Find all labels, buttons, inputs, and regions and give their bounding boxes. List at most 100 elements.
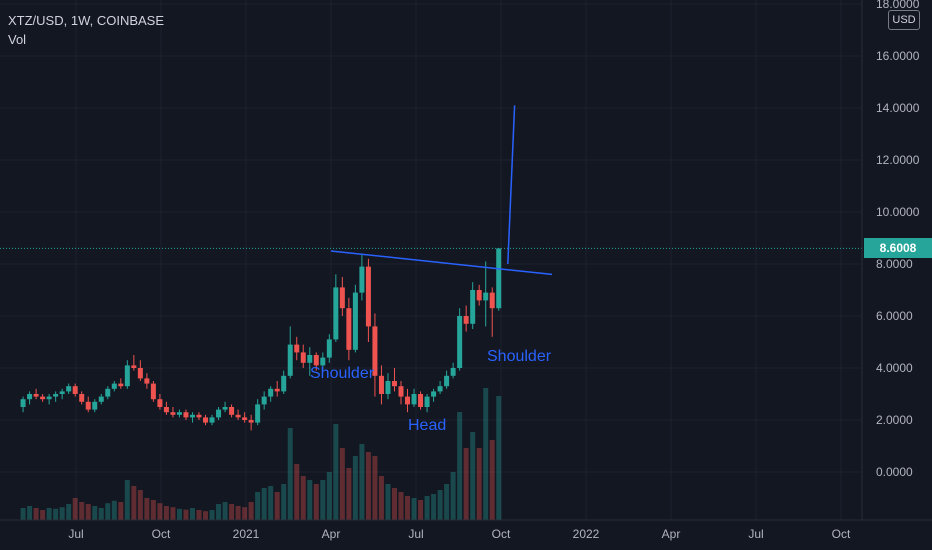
volume-bar — [476, 448, 482, 520]
volume-bar — [359, 444, 365, 520]
candle-body — [307, 355, 313, 363]
candle-body — [98, 396, 104, 402]
volume-bar — [274, 492, 280, 520]
candle-body — [463, 316, 469, 324]
volume-bar — [385, 484, 391, 520]
volume-bar — [144, 498, 150, 520]
candle-body — [339, 287, 345, 309]
candlesticks — [20, 248, 502, 431]
candle-body — [209, 417, 215, 423]
volume-bar — [352, 456, 358, 520]
volume-bar — [320, 480, 326, 520]
volume-bar — [470, 432, 476, 520]
volume-bar — [242, 507, 248, 520]
candle-body — [157, 399, 163, 407]
candle-body — [137, 368, 143, 379]
candle-body — [444, 375, 450, 387]
candle-body — [391, 381, 397, 387]
volume-bar — [59, 507, 65, 520]
candle-body — [268, 388, 274, 397]
volume-bar — [489, 440, 495, 520]
candle-body — [40, 396, 46, 400]
volume-bar — [450, 472, 456, 520]
candle-body — [346, 308, 352, 350]
time-tick-label: 2021 — [233, 527, 260, 541]
candle-body — [450, 368, 456, 376]
time-tick-label: Jul — [748, 527, 763, 541]
volume-bar — [268, 486, 274, 520]
volume-bar — [463, 448, 469, 520]
volume-bar — [287, 428, 293, 520]
candle-body — [216, 409, 222, 418]
volume-bar — [424, 496, 430, 520]
volume-bar — [281, 484, 287, 520]
candle-body — [372, 326, 378, 376]
candle-body — [255, 404, 261, 423]
candle-body — [176, 412, 182, 415]
volume-bar — [300, 476, 306, 520]
volume-bar — [294, 464, 300, 520]
candle-body — [118, 383, 124, 387]
candle-body — [203, 417, 209, 423]
symbol-title[interactable]: XTZ/USD, 1W, COINBASE — [8, 13, 165, 28]
volume-bar — [124, 480, 130, 520]
candle-body — [66, 386, 72, 392]
candle-body — [281, 375, 287, 392]
volume-bar — [85, 504, 91, 520]
candle-body — [359, 266, 365, 293]
volume-bar — [137, 490, 143, 520]
candle-body — [496, 248, 502, 309]
candle-body — [79, 394, 85, 402]
time-tick-label: Jul — [408, 527, 423, 541]
left-shoulder-label: Shoulder — [310, 365, 375, 382]
candle-body — [131, 365, 137, 368]
volume-bar — [209, 510, 215, 520]
volume-bar — [79, 502, 85, 520]
price-tick-label: 6.0000 — [876, 309, 913, 323]
candle-body — [483, 292, 489, 301]
candle-body — [313, 355, 319, 366]
candle-body — [385, 381, 391, 394]
neckline — [330, 250, 553, 276]
candle-body — [33, 394, 39, 397]
candle-body — [294, 344, 300, 353]
last-price-badge: 8.6008 — [864, 238, 932, 259]
volume-bar — [398, 492, 404, 520]
time-tick-label: Apr — [662, 527, 681, 541]
candle-body — [470, 290, 476, 324]
volume-bar — [111, 500, 117, 520]
price-tick-label: 10.0000 — [876, 205, 920, 219]
volume-bar — [229, 504, 235, 520]
volume-bar — [131, 486, 137, 520]
price-tick-label: 16.0000 — [876, 49, 920, 63]
volume-bar — [46, 508, 52, 520]
target-line — [507, 105, 516, 265]
volume-bar — [496, 396, 502, 520]
volume-bar — [222, 502, 228, 520]
volume-bar — [98, 508, 104, 520]
grid-lines — [0, 0, 862, 520]
volume-legend[interactable]: Vol — [8, 32, 27, 47]
volume-bar — [40, 510, 46, 520]
volume-bar — [313, 484, 319, 520]
currency-unit-badge[interactable]: USD — [888, 10, 920, 30]
price-axis[interactable]: 18.0000 16.0000 14.0000 12.0000 10.0000 8.000… — [861, 0, 920, 520]
volume-bar — [255, 492, 261, 520]
volume-bar — [118, 502, 124, 520]
volume-bar — [105, 503, 111, 520]
volume-bar — [203, 511, 209, 520]
volume-bar — [326, 472, 332, 520]
candle-body — [85, 401, 91, 410]
candle-body — [405, 396, 411, 405]
price-tick-label: 0.0000 — [876, 465, 913, 479]
time-axis[interactable]: Jul Oct 2021 Apr Jul Oct 2022 Apr Jul Oct — [0, 519, 932, 541]
time-tick-label: Apr — [322, 527, 341, 541]
candle-body — [170, 412, 176, 415]
candle-body — [437, 386, 443, 392]
volume-bar — [378, 476, 384, 520]
volume-bar — [346, 468, 352, 520]
candle-body — [287, 344, 293, 376]
candle-body — [111, 383, 117, 389]
price-tick-label: 4.0000 — [876, 361, 913, 375]
